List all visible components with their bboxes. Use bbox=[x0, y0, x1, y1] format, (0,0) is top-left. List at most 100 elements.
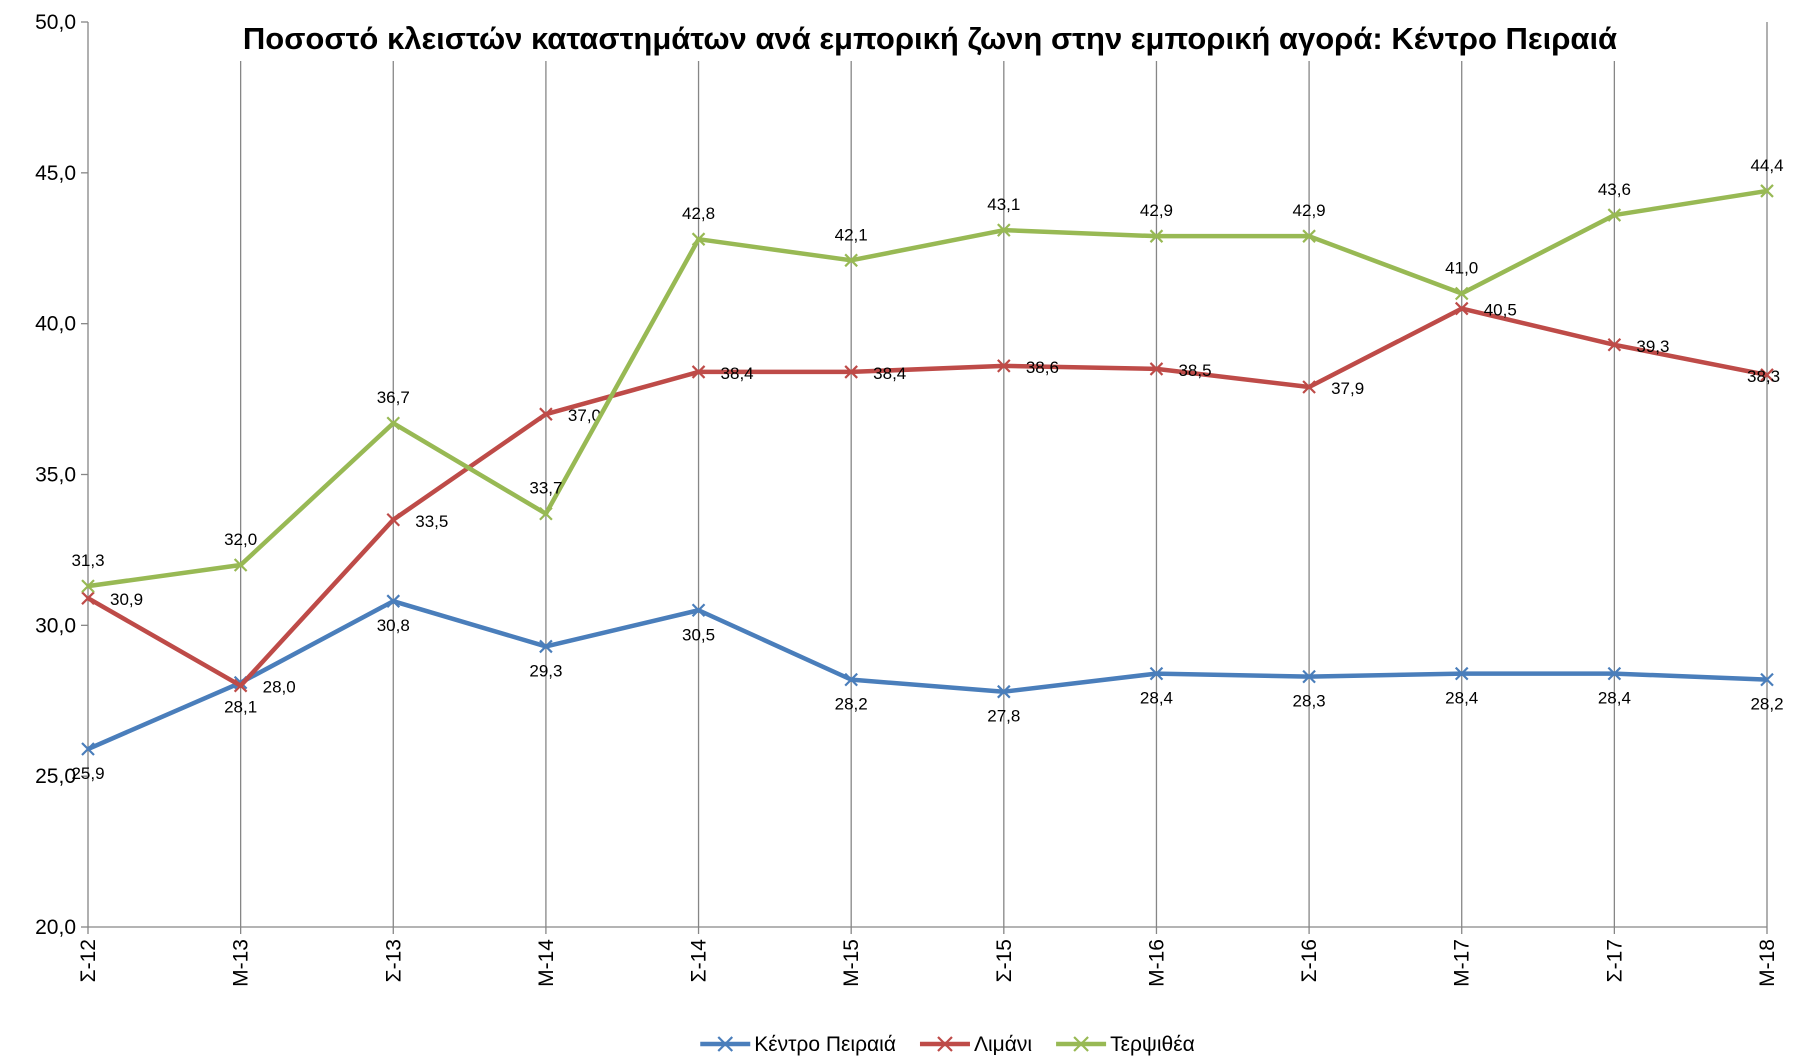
y-tick-label: 50,0 bbox=[35, 11, 76, 34]
x-tick-label: Σ-12 bbox=[77, 939, 100, 982]
data-label: 29,3 bbox=[529, 661, 562, 680]
data-label: 38,4 bbox=[721, 364, 754, 383]
marker bbox=[386, 594, 401, 608]
marker bbox=[691, 603, 706, 618]
legend-label: Κέντρο Πειραιά bbox=[754, 1033, 896, 1056]
data-label: 37,9 bbox=[1331, 379, 1364, 398]
marker bbox=[81, 742, 95, 756]
data-label: 28,3 bbox=[1293, 692, 1326, 711]
data-label: 32,0 bbox=[224, 530, 257, 549]
marker bbox=[691, 232, 706, 246]
legend-item: Κέντρο Πειραιά bbox=[700, 1033, 896, 1056]
marker bbox=[997, 684, 1011, 699]
marker bbox=[1302, 669, 1316, 684]
data-label: 28,4 bbox=[1140, 689, 1173, 708]
data-label: 28,1 bbox=[224, 698, 257, 717]
data-label: 42,1 bbox=[835, 225, 868, 244]
data-label: 38,6 bbox=[1026, 358, 1059, 377]
x-tick-label: Μ-17 bbox=[1451, 939, 1474, 987]
data-label: 33,5 bbox=[415, 512, 448, 531]
marker bbox=[844, 253, 858, 268]
marker bbox=[1302, 380, 1316, 394]
marker bbox=[539, 639, 553, 654]
marker bbox=[1149, 229, 1164, 243]
x-tick-label: Μ-15 bbox=[840, 939, 863, 987]
marker bbox=[386, 416, 401, 430]
data-label: 42,9 bbox=[1293, 201, 1326, 220]
data-label: 28,4 bbox=[1598, 689, 1631, 708]
legend-label: Τερψιθέα bbox=[1110, 1033, 1195, 1056]
marker bbox=[1454, 286, 1469, 301]
data-label: 42,9 bbox=[1140, 201, 1173, 220]
marker bbox=[1149, 666, 1164, 681]
data-label: 31,3 bbox=[71, 551, 104, 570]
data-label: 38,4 bbox=[873, 364, 906, 383]
data-label: 36,7 bbox=[377, 388, 410, 407]
x-tick-label: Μ-14 bbox=[535, 939, 558, 987]
y-tick-label: 20,0 bbox=[35, 916, 76, 939]
series: 31,3 32,0 36,7 33,7 42,8 42,1 43,1 42,9 42,9 41,0… bbox=[71, 156, 1784, 593]
marker bbox=[539, 506, 553, 521]
marker bbox=[1607, 338, 1622, 352]
data-label: 28,0 bbox=[263, 678, 296, 697]
data-label: 25,9 bbox=[71, 764, 104, 783]
x-tick-label: Σ-14 bbox=[688, 939, 711, 983]
marker bbox=[1607, 666, 1622, 681]
data-label: 30,9 bbox=[110, 590, 143, 609]
marker bbox=[539, 407, 553, 421]
data-label: 28,2 bbox=[835, 695, 868, 714]
data-label: 27,8 bbox=[987, 707, 1020, 726]
data-label: 38,3 bbox=[1747, 367, 1780, 386]
y-tick-label: 25,0 bbox=[35, 765, 76, 788]
data-label: 37,0 bbox=[568, 406, 601, 425]
y-tick-label: 45,0 bbox=[35, 162, 76, 185]
y-tick-label: 30,0 bbox=[35, 614, 76, 637]
line bbox=[86, 306, 1768, 688]
marker bbox=[844, 365, 858, 379]
x-tick-label: Μ-16 bbox=[1145, 939, 1168, 987]
line bbox=[87, 598, 1768, 752]
marker bbox=[233, 558, 248, 572]
x-tick-label: Μ-13 bbox=[230, 939, 253, 987]
data-label: 42,8 bbox=[682, 204, 715, 223]
marker bbox=[1454, 301, 1469, 316]
marker bbox=[233, 678, 248, 693]
data-label: 38,5 bbox=[1178, 361, 1211, 380]
x-tick-label: Σ-17 bbox=[1603, 939, 1626, 982]
legend-item: Λιμάνι bbox=[919, 1033, 1032, 1056]
legend-label: Λιμάνι bbox=[974, 1033, 1032, 1056]
chart-title: Ποσοστό κλειστών καταστημάτων ανά εμπορι… bbox=[220, 16, 1640, 61]
legend-marker bbox=[937, 1036, 953, 1052]
series: 30,9 28,0 33,5 37,0 38,4 38,4 38,6 38,5 37,9 40,5… bbox=[81, 301, 1780, 697]
marker bbox=[1760, 184, 1774, 198]
marker bbox=[1760, 672, 1774, 687]
marker bbox=[1302, 229, 1316, 243]
y-tick-label: 40,0 bbox=[35, 313, 76, 336]
data-label: 41,0 bbox=[1445, 259, 1478, 278]
x-tick-label: Σ-13 bbox=[382, 939, 405, 982]
series: 25,9 28,1 30,8 29,3 30,5 28,2 27,8 28,4 28,3 28,4… bbox=[71, 594, 1784, 783]
marker bbox=[1760, 368, 1774, 382]
legend-marker bbox=[717, 1036, 734, 1052]
data-label: 33,7 bbox=[529, 479, 562, 498]
data-label: 30,8 bbox=[377, 616, 410, 635]
marker bbox=[81, 579, 95, 593]
legend-marker bbox=[1073, 1036, 1089, 1052]
x-tick-label: Σ-16 bbox=[1298, 939, 1321, 982]
marker bbox=[997, 223, 1011, 237]
marker bbox=[997, 359, 1011, 373]
marker bbox=[691, 365, 706, 379]
data-label: 28,4 bbox=[1445, 689, 1478, 708]
marker bbox=[844, 672, 858, 687]
y-tick-label: 35,0 bbox=[35, 464, 76, 487]
data-label: 28,2 bbox=[1750, 695, 1783, 714]
marker bbox=[386, 512, 401, 527]
data-label: 39,3 bbox=[1636, 337, 1669, 356]
data-label: 43,1 bbox=[987, 195, 1020, 214]
marker bbox=[1607, 208, 1622, 222]
line bbox=[87, 188, 1768, 589]
x-tick-label: Σ-15 bbox=[993, 939, 1016, 982]
legend-item: Τερψιθέα bbox=[1056, 1033, 1195, 1056]
